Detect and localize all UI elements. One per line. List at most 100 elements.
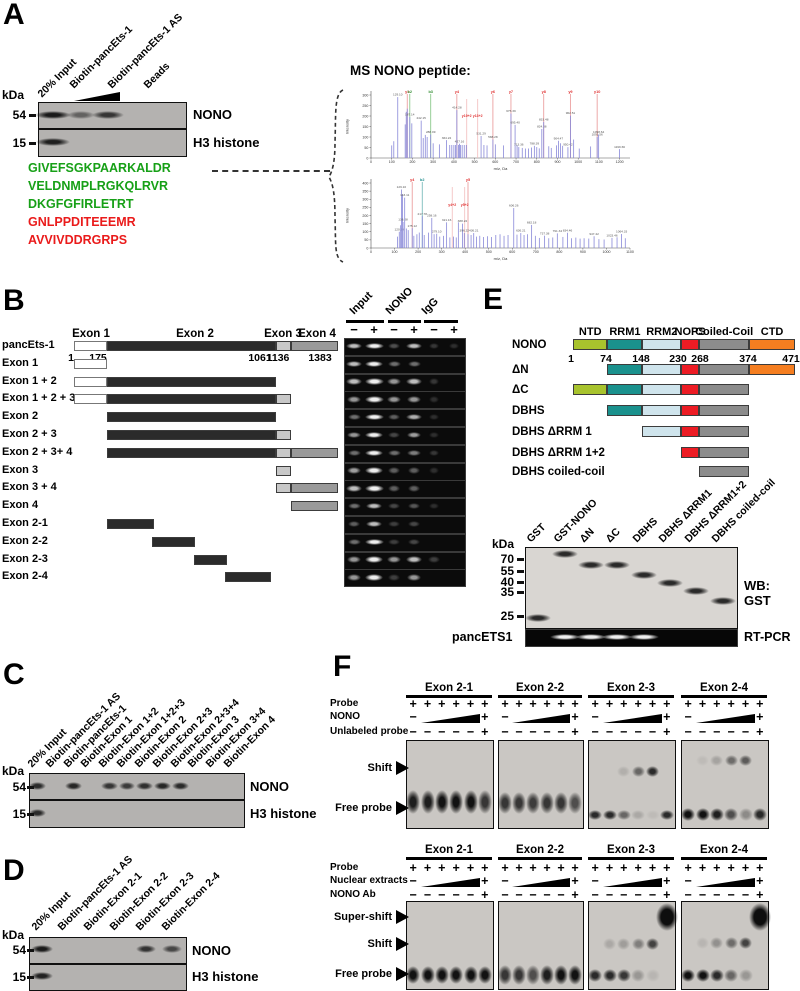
lane-sign: + — [438, 697, 446, 711]
domain-header: RRM1 — [609, 326, 641, 338]
gel-band — [512, 792, 526, 814]
gel-band — [602, 634, 633, 640]
coord-label: 1 — [568, 353, 574, 365]
svg-text:500: 500 — [486, 250, 492, 254]
construct-label: DBHS ΔRRM 1+2 — [512, 447, 605, 459]
lane-sign: − — [634, 888, 642, 902]
gel-band — [617, 938, 631, 950]
gel-band — [346, 574, 362, 581]
coord-label: 1061 — [248, 352, 272, 364]
panel-d-letter: D — [3, 854, 25, 887]
exon-bar-segment — [290, 483, 338, 494]
exon-bar-segment — [276, 465, 291, 476]
gel-band — [346, 378, 362, 385]
lane-sign: − — [605, 725, 614, 739]
construct-label: Exon 2-1 — [2, 517, 48, 529]
lane-sign: − — [466, 888, 475, 902]
emsa-title: Exon 2-2 — [516, 844, 564, 856]
lane-sign: + — [756, 697, 764, 711]
exon-bar-segment — [276, 447, 291, 458]
gel-band — [365, 360, 383, 368]
rtpcr-label: RT-PCR — [744, 630, 791, 644]
ramp-icon — [695, 878, 755, 887]
svg-text:1200: 1200 — [616, 160, 624, 164]
svg-text:120.08: 120.08 — [395, 227, 405, 231]
gel-band — [67, 110, 95, 119]
domain-segment — [607, 339, 643, 350]
domain-segment — [699, 339, 750, 350]
svg-text:217.78: 217.78 — [418, 212, 428, 216]
svg-text:950.42: 950.42 — [563, 143, 573, 147]
lane-label: ΔC — [603, 525, 624, 545]
svg-text:321.16: 321.16 — [442, 218, 452, 222]
kda-label-d: kDa — [2, 928, 25, 942]
lane-sign: − — [684, 888, 692, 902]
domain-segment — [749, 339, 795, 350]
super-shift-blob — [655, 903, 678, 931]
svg-text:250: 250 — [362, 206, 368, 210]
gel-band — [386, 556, 402, 563]
svg-text:m/z, Da: m/z, Da — [494, 256, 509, 261]
lane-sign: − — [529, 725, 537, 739]
gel-group-label: NONO — [383, 285, 416, 317]
ms-spectrum-2: 0 50 100 150 200 250 300 350 400 0 100 200 300 400 500… — [345, 178, 634, 261]
exon-bar-segment — [107, 519, 155, 529]
lane-sign: + — [466, 697, 475, 711]
svg-text:y5: y5 — [466, 178, 470, 182]
lane-sign: + — [409, 861, 417, 875]
gel-band — [602, 810, 617, 820]
gel-band — [420, 966, 435, 984]
ramp-icon — [695, 714, 755, 723]
svg-text:600: 600 — [492, 160, 498, 164]
emsa-row-label: Probe — [330, 862, 359, 873]
emsa-row-label: NONO Ab — [330, 889, 376, 900]
gel-strip — [344, 462, 466, 481]
lane-sign: + — [713, 697, 721, 711]
emsa-underline — [406, 695, 492, 698]
gel-band — [709, 597, 736, 605]
svg-text:b3: b3 — [428, 90, 432, 94]
domain-segment — [681, 384, 700, 395]
nono-blot-label-c: NONO — [250, 779, 289, 794]
lane-sign: + — [756, 725, 764, 739]
arrowhead-icon — [396, 801, 409, 815]
gel-band — [406, 790, 421, 814]
gel-band — [617, 765, 631, 777]
svg-text:947.42: 947.42 — [589, 232, 599, 236]
dashed-brace — [328, 89, 344, 263]
domain-segment — [749, 364, 795, 375]
gel-band — [420, 790, 435, 814]
gel-band — [406, 431, 422, 439]
lane-sign: − — [727, 725, 735, 739]
lane-sign: − — [515, 725, 523, 739]
gel-band — [406, 574, 422, 581]
gel-band — [588, 968, 603, 982]
svg-text:500: 500 — [472, 160, 478, 164]
gel-band — [525, 614, 552, 622]
group-underline — [388, 320, 421, 323]
emsa-title: Exon 2-1 — [425, 682, 473, 694]
gel-strip — [344, 551, 466, 570]
coord-label: 148 — [632, 353, 650, 365]
kda-tick — [517, 591, 524, 594]
coord-label: 1383 — [308, 352, 332, 364]
exon-bar-segment — [74, 341, 108, 351]
lane-sign: + — [756, 874, 764, 888]
gel-band — [695, 807, 710, 821]
gel-band — [512, 965, 526, 985]
gel-band — [549, 634, 580, 640]
domain-segment — [681, 339, 700, 350]
gel-band — [709, 807, 724, 821]
domain-header: NOPS — [674, 326, 706, 338]
domain-header: CTD — [760, 326, 784, 338]
gel-band — [739, 937, 752, 949]
lane-label: DBHS — [630, 515, 660, 545]
kda-marker-54-c: 54 — [12, 780, 26, 794]
lane-label: Biotin-pancEts-1 — [67, 23, 135, 92]
gel-band — [31, 972, 53, 980]
svg-text:136.08: 136.08 — [398, 218, 408, 222]
lane-sign: + — [756, 861, 764, 875]
svg-text:700: 700 — [533, 250, 539, 254]
exon-bar-segment — [107, 412, 277, 423]
